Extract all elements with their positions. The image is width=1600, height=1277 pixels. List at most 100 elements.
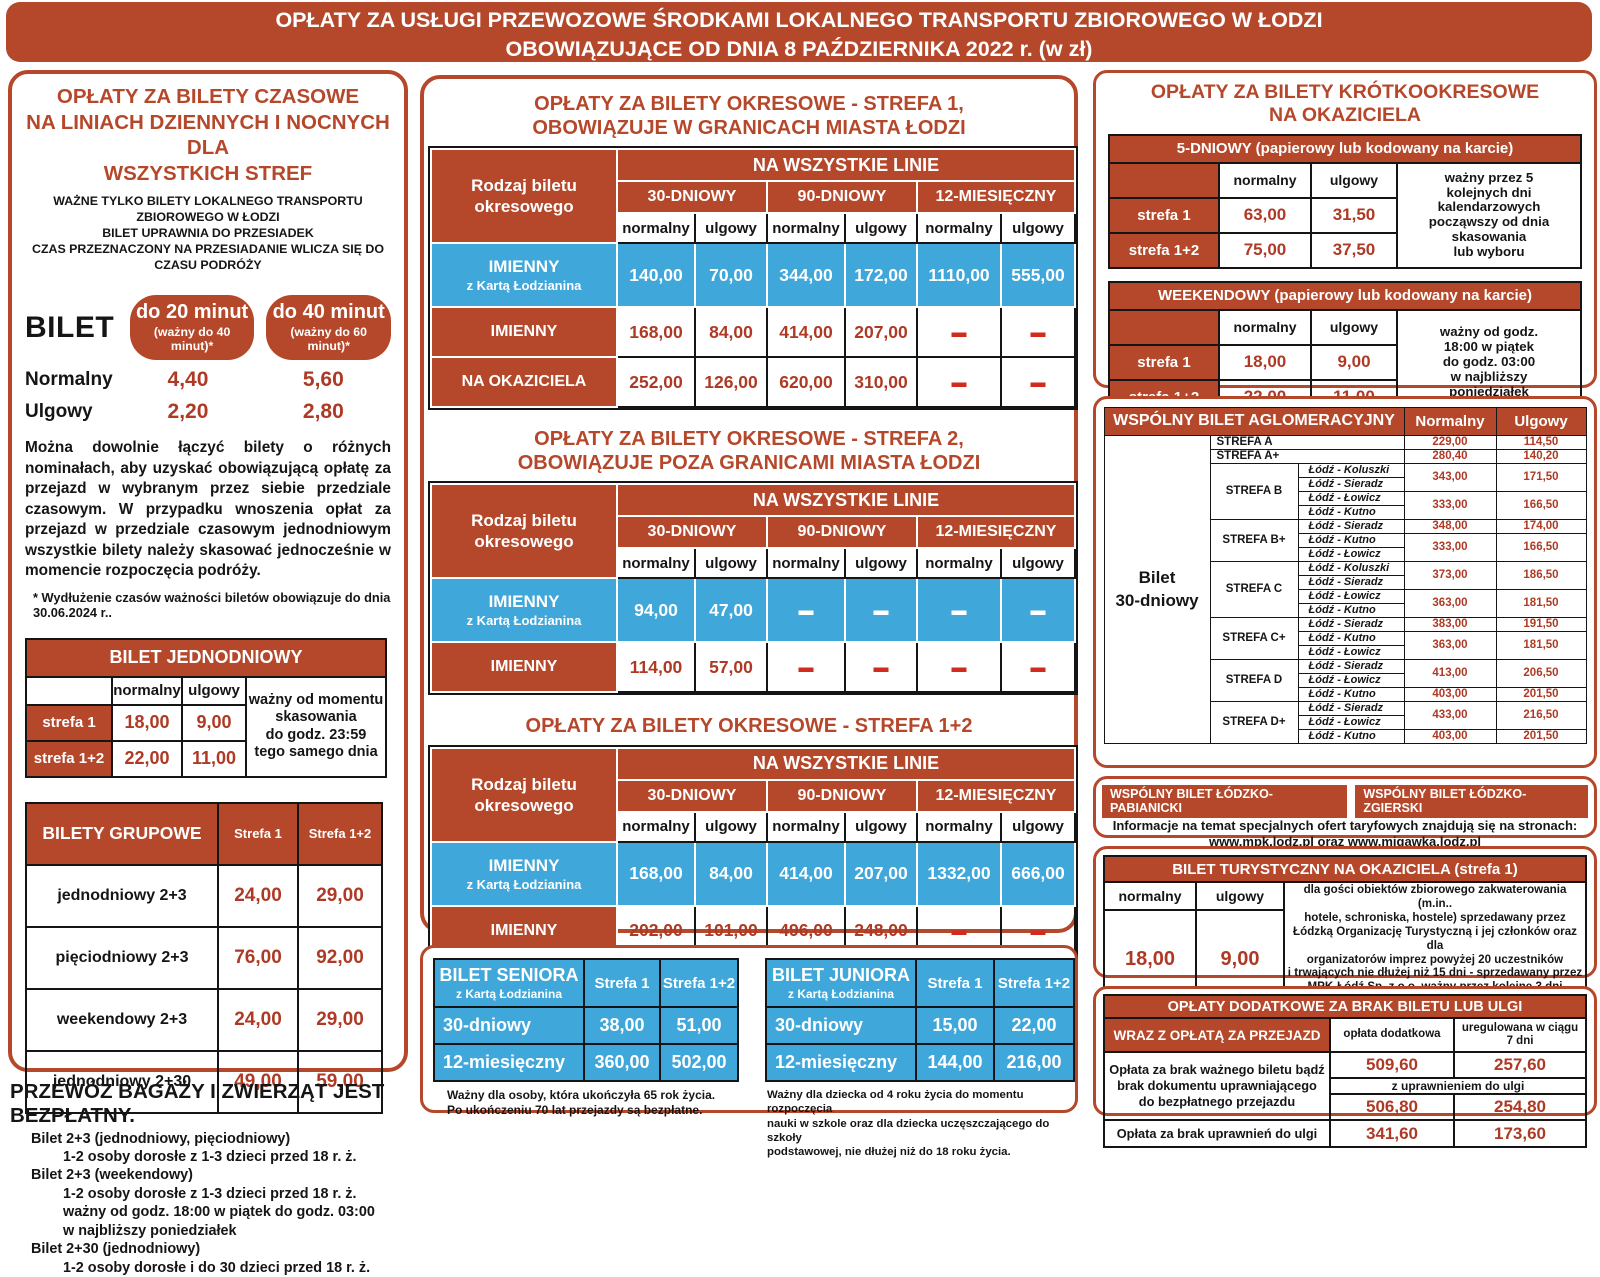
subcol-header: normalny (616, 810, 696, 843)
price-cell: 280,40 (1403, 449, 1497, 464)
period-header-30: 30-DNIOWY (616, 778, 768, 813)
period-header-12m: 12-MIESIĘCZNY (916, 180, 1076, 215)
price-cell: 257,60 (1452, 1051, 1588, 1079)
price-cell: 1110,00 (916, 242, 1002, 309)
price-cell: 29,00 (297, 987, 383, 1052)
page-title-banner: OPŁATY ZA USŁUGI PRZEWOZOWE ŚRODKAMI LOK… (6, 2, 1592, 62)
col-header-strefa1: Strefa 1 (915, 958, 995, 1008)
table-row: STREFA B Łódź - Koluszki 343,00 171,50 (1104, 463, 1587, 520)
price-cell: 31,50 (1309, 196, 1398, 234)
city-pair: Łódź - Łowicz (1297, 547, 1405, 562)
panel-seniora-juniora: BILET SENIORA z Kartą Łodzianina Strefa … (420, 945, 1078, 1158)
juniora-block: BILET JUNIORA z Kartą Łodzianina Strefa … (765, 958, 1075, 1159)
table-row-imienny: IMIENNY 114,00 57,00 ▬ ▬ ▬ ▬ (430, 641, 1076, 694)
czasowe-title: OPŁATY ZA BILETY CZASOWE NA LINIACH DZIE… (26, 85, 390, 185)
page-title-line2: OBOWIĄZUJĄCE OD DNIA 8 PAŹDZIERNIKA 2022… (505, 36, 1093, 61)
price-cell: 620,00 (766, 356, 846, 409)
price-cell: 22,00 (111, 739, 183, 778)
no-offer-dash: ▬ (766, 577, 846, 644)
table-5-dniowy: 5-DNIOWY (papierowy lub kodowany na karc… (1107, 133, 1583, 269)
corner-header-rodzaj-biletu: Rodzaj biletu okresowego (430, 746, 618, 843)
period-header-90: 90-DNIOWY (766, 180, 918, 215)
no-offer-dash: ▬ (1000, 306, 1076, 359)
table-row: Łódź - Kutno 333,00 166,50 (1104, 533, 1587, 562)
price-cell: 403,00 (1403, 687, 1497, 702)
row-label-strefa1-2: strefa 1+2 (1107, 231, 1220, 269)
row-label-main: IMIENNY (488, 855, 560, 875)
lodzko-info-line2: www.mpk.lodz.pl oraz www.migawka.lodz.pl (1208, 834, 1482, 850)
row-label-z-uprawnieniem: z uprawnieniem do ulgi (1328, 1077, 1588, 1095)
price-40min: 2,80 (302, 400, 344, 424)
price-cell: 191,50 (1495, 617, 1587, 632)
table-row: STREFA C Łódź - Koluszki 373,00 186,50 (1104, 561, 1587, 618)
seniora-title: BILET SENIORA (439, 965, 579, 985)
price-cell: 173,60 (1452, 1119, 1588, 1148)
col-header-ulgowy: ulgowy (1309, 308, 1398, 346)
5dniowy-note: ważny przez 5 kolejnych dni kalendarzowy… (1395, 161, 1583, 269)
seniora-note: Ważny dla osoby, która ukończyła 65 rok … (447, 1088, 716, 1117)
price-20min: 4,40 (167, 368, 209, 392)
row-label-brak-uprawnien: Opłata za brak uprawnień do ulgi (1102, 1119, 1331, 1148)
city-pair: Łódź - Koluszki (1297, 463, 1405, 478)
juniora-title-cell: BILET JUNIORA z Kartą Łodzianina (765, 958, 917, 1008)
city-pair: Łódź - Sieradz (1297, 701, 1405, 716)
panel-oplaty-dodatkowe: OPŁATY DODATKOWE ZA BRAK BILETU LUB ULGI… (1093, 986, 1597, 1148)
price-cell: 29,00 (297, 863, 383, 928)
price-cell: 38,00 (583, 1006, 661, 1045)
city-pair: Łódź - Kutno (1297, 533, 1405, 548)
badge-row: WSPÓLNY BILET ŁÓDZKO-PABIANICKI WSPÓLNY … (1102, 785, 1588, 818)
row-label: IMIENNY z Kartą Łodzianina (430, 840, 618, 907)
table-row-na-okaziciela: NA OKAZICIELA 252,00 126,00 620,00 310,0… (430, 356, 1076, 409)
price-cell: 229,00 (1403, 435, 1497, 450)
price-cell: 166,50 (1495, 491, 1587, 520)
period-header-90: 90-DNIOWY (766, 778, 918, 813)
price-cell: 373,00 (1403, 561, 1497, 590)
city-pair: Łódź - Kutno (1297, 687, 1405, 702)
col-header-strefa1-2: Strefa 1+2 (297, 801, 383, 866)
price-cell: 348,00 (1403, 519, 1497, 534)
pill-title: do 20 minut (135, 301, 249, 324)
price-cell: 341,60 (1328, 1119, 1455, 1148)
page-title-line1: OPŁATY ZA USŁUGI PRZEWOZOWE ŚRODKAMI LOK… (275, 8, 1323, 32)
no-offer-dash: ▬ (844, 577, 918, 644)
price-cell: 18,00 (111, 703, 183, 742)
price-cell: 414,00 (766, 306, 846, 359)
strefa-label: STREFA D (1209, 659, 1299, 702)
table-row: Łódź - Łowicz 333,00 166,50 (1104, 491, 1587, 520)
panel-bilet-turystyczny: BILET TURYSTYCZNY NA OKAZICIELA (strefa … (1093, 846, 1597, 1011)
table-row: Łódź - Łowicz (1104, 645, 1586, 660)
row-label-brak-biletu: Opłata za brak ważnego biletu bądź brak … (1102, 1051, 1331, 1121)
juniora-subtitle: z Kartą Łodzianina (787, 987, 894, 1001)
price-cell: 216,50 (1495, 701, 1587, 730)
price-cell: 383,00 (1403, 617, 1497, 632)
row-label-strefa1: strefa 1 (25, 703, 113, 742)
col-header-normalny: normalny (111, 675, 183, 706)
row-label: jednodniowy 2+3 (25, 863, 219, 928)
price-cell: 207,00 (844, 306, 918, 359)
price-cell: 252,00 (616, 356, 696, 409)
price-20min: 2,20 (167, 400, 209, 424)
city-pair: Łódź - Kutno (1297, 505, 1405, 520)
pill-title: do 40 minut (272, 301, 385, 324)
price-cell: 9,00 (181, 703, 247, 742)
table-row: Opłata za brak uprawnień do ulgi 341,60 … (1102, 1119, 1588, 1148)
period-header-90: 90-DNIOWY (766, 515, 918, 550)
price-cell: 47,00 (694, 577, 768, 644)
table-bilet-seniora: BILET SENIORA z Kartą Łodzianina Strefa … (433, 958, 739, 1082)
col-header-uregulowana: uregulowana w ciągu 7 dni (1452, 1017, 1588, 1053)
pill-subtitle: (ważny do 60 minut)* (290, 325, 367, 354)
table-row: STREFA D Łódź - Sieradz 413,00 206,50 (1104, 659, 1587, 702)
subcol-header: normalny (766, 810, 846, 843)
col-header-strefa1-2: Strefa 1+2 (993, 958, 1075, 1008)
subcol-header: ulgowy (1000, 810, 1076, 843)
table-row-imienny: IMIENNY 168,00 84,00 414,00 207,00 ▬ ▬ (430, 306, 1076, 359)
badge-lodzko-pabianicki: WSPÓLNY BILET ŁÓDZKO-PABIANICKI (1102, 785, 1348, 818)
row-label: 30-dniowy (433, 1006, 585, 1045)
price-cell: 126,00 (694, 356, 768, 409)
table-row: 12-miesięczny 360,00 502,00 (433, 1043, 739, 1082)
table-bilety-grupowe: BILETY GRUPOWE Strefa 1 Strefa 1+2 jedno… (25, 801, 383, 1114)
price-cell: 37,50 (1309, 231, 1398, 269)
row-label: IMIENNY (430, 306, 618, 359)
table-row: Łódź - Łowicz 363,00 181,50 (1104, 589, 1587, 618)
aglo-header: WSPÓLNY BILET AGLOMERACYJNY (1103, 407, 1405, 436)
